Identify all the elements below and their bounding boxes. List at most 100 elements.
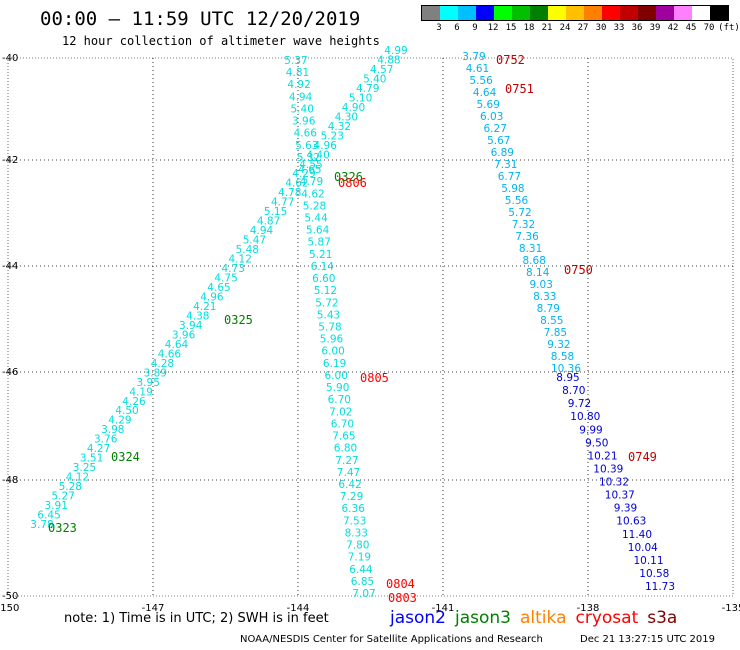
wave-height-value: 4.27 — [87, 443, 110, 455]
wave-height-value: 4.30 — [335, 111, 358, 123]
wave-height-value: 4.66 — [158, 348, 182, 360]
wave-height-value: 10.21 — [587, 450, 617, 462]
wave-height-value: 4.75 — [214, 273, 237, 285]
wave-height-value: 4.19 — [129, 386, 152, 398]
pass-time-label: 0806 — [338, 176, 367, 190]
wave-height-value: 10.37 — [605, 490, 635, 502]
wave-height-value: 6.19 — [323, 358, 346, 370]
wave-height-value: 3.91 — [45, 500, 68, 512]
wave-height-value: 3.51 — [80, 453, 103, 465]
wave-height-value: 9.32 — [547, 339, 570, 351]
wave-height-value: 5.43 — [317, 309, 340, 321]
latitude-label: -40 — [2, 53, 18, 64]
wave-height-value: 6.36 — [342, 503, 366, 515]
wave-height-value: 7.02 — [329, 406, 352, 418]
wave-height-value: 3.25 — [73, 462, 96, 474]
altimeter-tracks: 3.786.453.915.275.284.123.253.514.273.76… — [30, 45, 675, 600]
pass-time-label: 0749 — [628, 450, 657, 464]
wave-height-value: 6.45 — [37, 510, 60, 522]
legend-color-boxes — [421, 5, 729, 21]
wave-height-value: 6.14 — [311, 261, 335, 273]
wave-height-value: 4.61 — [466, 63, 489, 75]
wave-height-value: 7.32 — [512, 219, 535, 231]
satellite-jason2: jason2 — [390, 608, 446, 628]
wave-height-value: 4.65 — [207, 282, 230, 294]
longitude-label: -147 — [142, 603, 165, 614]
pass-time-label: 0325 — [224, 313, 253, 327]
legend-swatch — [692, 6, 710, 20]
wave-height-value: 6.44 — [349, 564, 373, 576]
wave-height-value: 6.42 — [338, 479, 361, 491]
legend-swatch — [584, 6, 602, 20]
legend-swatch — [602, 6, 620, 20]
legend-swatch — [548, 6, 566, 20]
wave-height-value: 5.63 — [295, 140, 318, 152]
wave-height-value: 4.55 — [299, 159, 322, 171]
pass-time-label: 0326 — [334, 170, 363, 184]
legend-label: 70 — [703, 23, 715, 33]
legend-swatch — [422, 6, 440, 20]
legend-label: 9 — [472, 23, 478, 33]
wave-height-value: 3.98 — [101, 424, 124, 436]
wave-height-value: 5.10 — [349, 92, 372, 104]
pass-time-label: 0750 — [564, 263, 593, 277]
wave-height-value: 6.00 — [321, 346, 344, 358]
map-gridlines — [7, 57, 734, 597]
wave-height-value: 7.53 — [343, 515, 366, 527]
wave-height-value: 5.28 — [59, 481, 82, 493]
page-title: 00:00 – 11:59 UTC 12/20/2019 — [40, 8, 361, 30]
satellite-cryosat: cryosat — [575, 608, 639, 628]
wave-height-value: 5.72 — [508, 207, 531, 219]
legend-swatch — [476, 6, 494, 20]
wave-height-value: 4.64 — [473, 87, 497, 99]
wave-height-value: 6.60 — [312, 273, 335, 285]
longitude-label: -150 — [0, 603, 19, 614]
latitude-label: -44 — [2, 261, 18, 272]
wave-height-value: 3.96 — [292, 116, 316, 128]
wave-height-value: 7.27 — [335, 455, 358, 467]
wave-height-value: 5.78 — [318, 322, 341, 334]
footer-credit: NOAA/NESDIS Center for Satellite Applica… — [240, 634, 543, 645]
wave-height-value: 8.58 — [551, 351, 574, 363]
footer-timestamp: Dec 21 13:27:15 UTC 2019 — [580, 634, 715, 645]
wave-height-value: 6.03 — [480, 111, 503, 123]
wave-height-value: 6.70 — [331, 418, 354, 430]
legend-swatch — [566, 6, 584, 20]
wave-height-value: 11.40 — [622, 529, 652, 541]
latitude-label: -50 — [2, 591, 18, 602]
wave-height-value: 11.73 — [645, 581, 675, 593]
legend-swatch — [494, 6, 512, 20]
wave-height-value: 4.79 — [300, 176, 323, 188]
legend-swatch — [638, 6, 656, 20]
latitude-label: -48 — [2, 475, 18, 486]
wave-height-value: 4.12 — [66, 472, 89, 484]
wave-height-value: 10.32 — [599, 477, 629, 489]
wave-height-value: 10.11 — [633, 555, 663, 567]
pass-time-label: 0323 — [48, 521, 77, 535]
wave-height-value: 7.85 — [544, 327, 567, 339]
wave-height-value: 6.89 — [491, 147, 514, 159]
wave-height-value: 5.47 — [243, 235, 266, 247]
satellite-s3a: s3a — [647, 608, 678, 628]
wave-height-value: 4.73 — [222, 263, 245, 275]
wave-height-value: 3.94 — [179, 320, 203, 332]
wave-height-value: 7.31 — [494, 159, 517, 171]
wave-height-value: 5.37 — [284, 55, 307, 67]
wave-height-value: 10.63 — [616, 516, 646, 528]
wave-height-value: 5.56 — [469, 75, 493, 87]
wave-height-value: 8.33 — [345, 527, 368, 539]
wave-height-value: 8.68 — [523, 255, 546, 267]
wave-height-value: 5.96 — [320, 334, 344, 346]
wave-height-value: 5.27 — [52, 491, 75, 503]
wave-height-value: 4.65 — [298, 164, 321, 176]
wave-height-value: 9.39 — [614, 503, 637, 515]
legend-label: 15 — [505, 23, 517, 33]
wave-height-value: 4.29 — [292, 168, 315, 180]
latitude-label: -46 — [2, 367, 18, 378]
legend-label: 6 — [454, 23, 460, 33]
satellite-jason3: jason3 — [455, 608, 511, 628]
legend-label: 42 — [667, 23, 679, 33]
wave-height-value: 4.81 — [286, 67, 309, 79]
wave-height-value: 4.96 — [200, 292, 224, 304]
